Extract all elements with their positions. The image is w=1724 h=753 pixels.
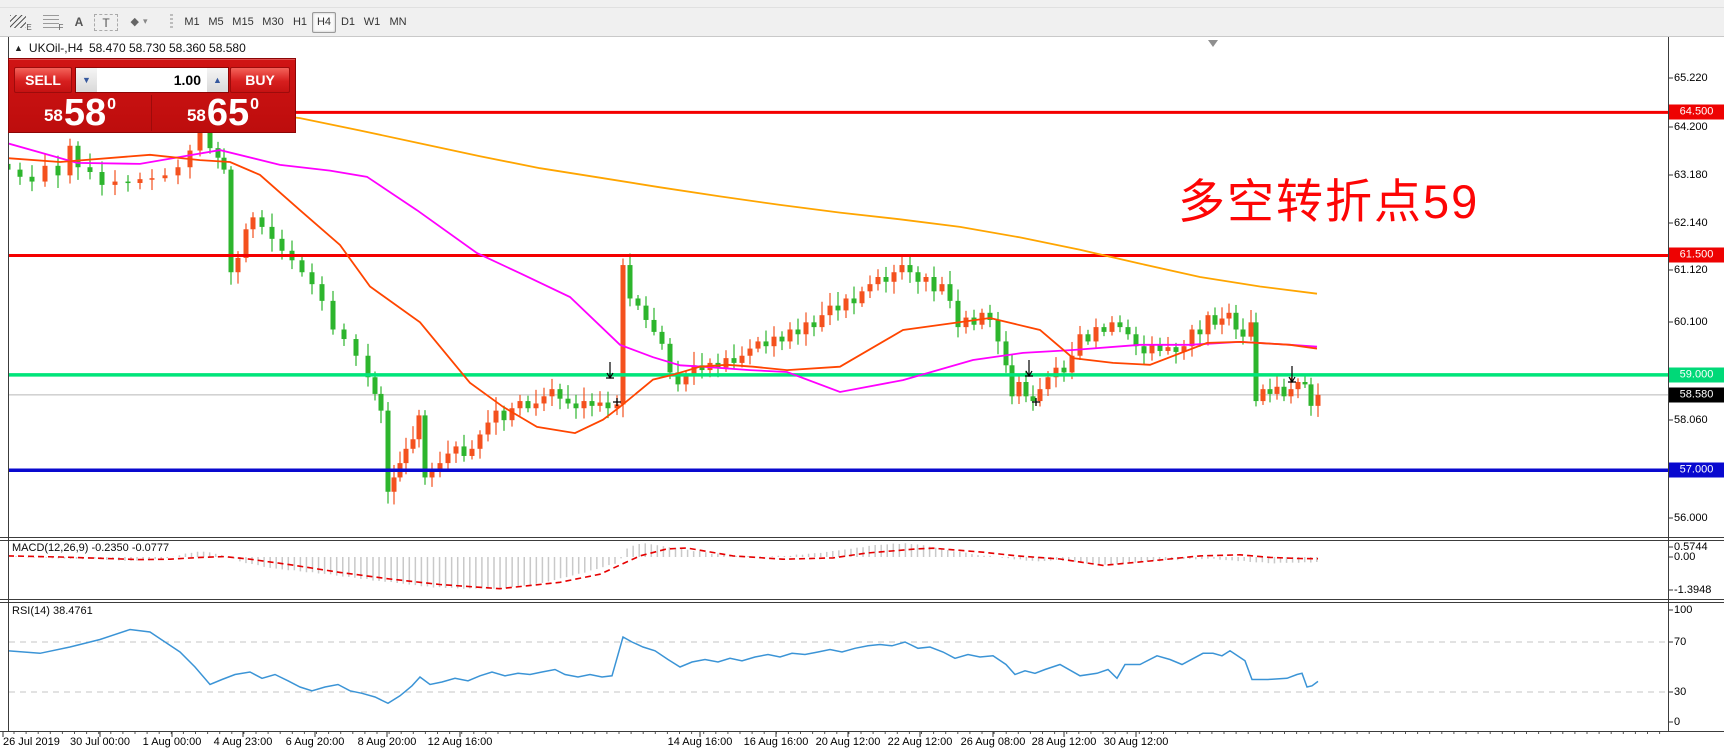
- fibo-grid-icon[interactable]: F: [40, 11, 66, 32]
- time-axis-label: 8 Aug 20:00: [357, 736, 417, 748]
- time-axis-label: 28 Aug 12:00: [1031, 736, 1097, 748]
- macd-axis-label: -1.3948: [1674, 584, 1712, 596]
- time-axis-label: 26 Aug 08:00: [960, 736, 1026, 748]
- buy-price-main: 65: [206, 92, 250, 134]
- price-axis-label: 60.100: [1674, 316, 1708, 328]
- time-axis-label: 6 Aug 20:00: [285, 736, 345, 748]
- buy-button[interactable]: BUY: [230, 67, 290, 93]
- rsi-panel-splitter-2: [0, 602, 1724, 603]
- price-axis-badge: 64.500: [1669, 104, 1724, 120]
- timeframe-button-m30[interactable]: M30: [262, 16, 284, 28]
- price-axis-badge: 58.580: [1669, 387, 1724, 403]
- sell-price-prefix: 58: [43, 106, 63, 125]
- equidistant-channel-icon[interactable]: E: [8, 11, 34, 32]
- rsi-panel-splitter[interactable]: [0, 599, 1724, 600]
- rsi-axis-label: 0: [1674, 716, 1681, 728]
- macd-panel-splitter[interactable]: [0, 537, 1724, 538]
- chart-text-annotation: 多空转折点59: [1178, 175, 1480, 228]
- sell-price-main: 58: [63, 92, 107, 134]
- macd-label: MACD(12,26,9) -0.2350 -0.0777: [12, 542, 170, 554]
- macd-panel-splitter-2: [0, 540, 1724, 541]
- macd-axis-label: 0.5744: [1674, 541, 1708, 553]
- timeframe-button-m5[interactable]: M5: [208, 16, 224, 28]
- time-axis-label: 12 Aug 16:00: [427, 736, 493, 748]
- time-axis-label: 14 Aug 16:00: [667, 736, 733, 748]
- time-axis-label: 20 Aug 12:00: [815, 736, 881, 748]
- rsi-axis-label: 100: [1674, 604, 1693, 616]
- price-axis-label: 65.220: [1674, 72, 1708, 84]
- timeframe-button-h1[interactable]: H1: [292, 16, 308, 28]
- time-axis-label: 22 Aug 12:00: [887, 736, 953, 748]
- price-axis-badge: 61.500: [1669, 247, 1724, 263]
- timeframe-button-mn[interactable]: MN: [389, 16, 407, 28]
- chart-toolbar: E F A T ◆ ▾ M1 M5 M15 M30 H1 H4 D1 W1 MN: [0, 8, 1724, 37]
- time-axis-label: 30 Jul 00:00: [70, 736, 130, 748]
- price-axis-label: 62.140: [1674, 217, 1708, 229]
- volume-decrease-button[interactable]: ▼: [76, 68, 97, 92]
- arrows-icon[interactable]: ◆ ▾: [130, 16, 148, 28]
- text-label-icon[interactable]: A: [74, 14, 84, 29]
- sell-price-sup: 0: [107, 96, 117, 113]
- timeframe-button-d1[interactable]: D1: [340, 16, 356, 28]
- time-axis-label: 26 Jul 2019: [3, 736, 60, 748]
- rsi-axis-label: 70: [1674, 636, 1687, 648]
- symbol-title: UKOil-,H4: [28, 41, 83, 55]
- volume-increase-button[interactable]: ▲: [207, 68, 228, 92]
- price-axis-label: 64.200: [1674, 121, 1708, 133]
- text-icon[interactable]: T: [94, 14, 118, 31]
- symbol-bar: ▲ UKOil-,H4 58.470 58.730 58.360 58.580: [14, 41, 246, 55]
- timeframe-button-m15[interactable]: M15: [232, 16, 254, 28]
- timeframe-button-w1[interactable]: W1: [363, 16, 381, 28]
- buy-price-prefix: 58: [186, 106, 206, 125]
- timeframe-button-m1[interactable]: M1: [184, 16, 200, 28]
- time-axis-label: 4 Aug 23:00: [213, 736, 273, 748]
- time-axis-border: [0, 731, 1724, 732]
- one-click-trade-panel: SELL ▼ ▲ BUY 58 58 0 58 65 0: [8, 58, 296, 133]
- symbol-ohlc: 58.470 58.730 58.360 58.580: [88, 41, 246, 55]
- sell-button[interactable]: SELL: [14, 67, 72, 93]
- clipped-toolbar-strip: [0, 0, 1724, 8]
- price-axis-border: [1668, 37, 1669, 731]
- toolbar-drag-handle[interactable]: [170, 14, 173, 30]
- sell-price[interactable]: 58 58 0: [9, 92, 152, 134]
- time-axis-label: 16 Aug 16:00: [743, 736, 809, 748]
- price-axis-label: 56.000: [1674, 512, 1708, 524]
- price-axis-badge: 59.000: [1669, 367, 1724, 383]
- buy-price-sup: 0: [250, 96, 260, 113]
- collapse-icon[interactable]: ▲: [14, 43, 23, 53]
- volume-input[interactable]: [97, 68, 207, 92]
- price-axis-badge: 57.000: [1669, 462, 1724, 478]
- timeframe-button-h4[interactable]: H4: [312, 12, 336, 33]
- price-axis-label: 58.060: [1674, 414, 1708, 426]
- chart-left-border: [8, 37, 9, 731]
- volume-spinner: ▼ ▲: [75, 67, 229, 93]
- rsi-label: RSI(14) 38.4761: [12, 605, 93, 617]
- macd-axis-label: 0.00: [1674, 551, 1696, 563]
- buy-price[interactable]: 58 65 0: [152, 92, 294, 134]
- chart-shift-marker-icon: [1208, 40, 1218, 47]
- price-axis-label: 63.180: [1674, 169, 1708, 181]
- rsi-axis-label: 30: [1674, 686, 1687, 698]
- time-axis-label: 1 Aug 00:00: [142, 736, 202, 748]
- time-axis-label: 30 Aug 12:00: [1103, 736, 1169, 748]
- price-axis-label: 61.120: [1674, 264, 1708, 276]
